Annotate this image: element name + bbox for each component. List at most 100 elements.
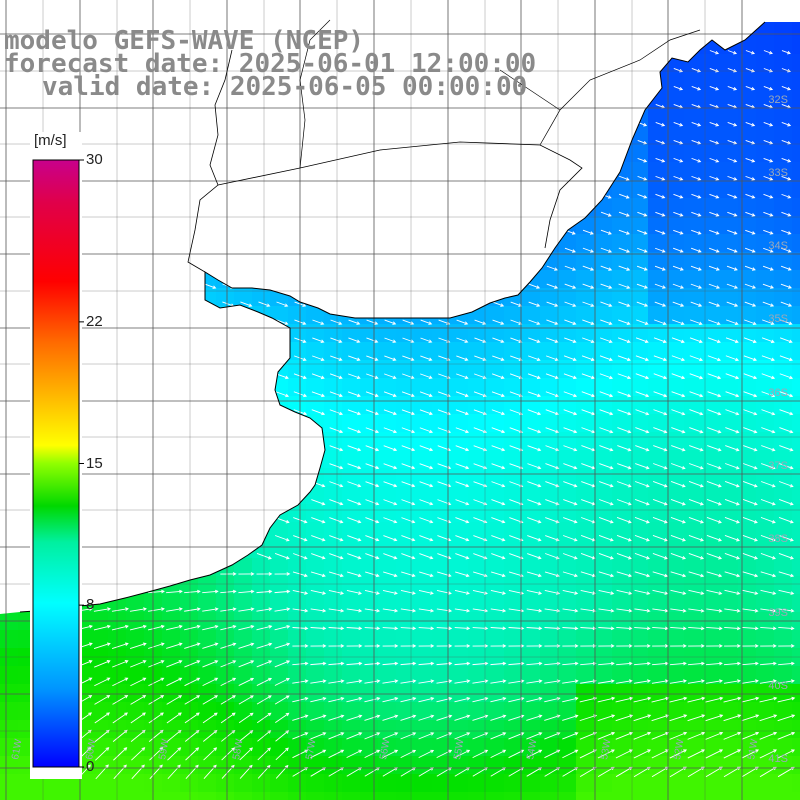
wind-arrow xyxy=(636,265,648,271)
wind-arrow xyxy=(726,265,738,271)
wind-arrow xyxy=(597,714,616,722)
wind-arrow xyxy=(166,660,183,668)
wind-arrow xyxy=(669,679,687,684)
wind-arrow xyxy=(526,749,543,759)
wind-arrow xyxy=(688,589,705,595)
wind-arrow xyxy=(490,714,507,721)
wind-arrow xyxy=(689,337,703,344)
wind-arrow xyxy=(706,608,723,613)
wind-arrow xyxy=(778,517,794,524)
wind-arrow xyxy=(401,463,416,470)
wind-arrow xyxy=(763,175,774,181)
wind-arrow xyxy=(706,499,722,506)
wind-arrow xyxy=(708,247,720,253)
wind-arrow xyxy=(691,211,702,217)
wind-arrow xyxy=(598,626,615,631)
wind-arrow xyxy=(691,157,702,163)
wind-arrow xyxy=(510,319,523,325)
wind-arrow xyxy=(744,265,756,271)
wind-arrow xyxy=(328,644,345,648)
wind-arrow xyxy=(383,409,397,416)
border-line xyxy=(539,29,701,146)
wind-arrow xyxy=(166,695,183,705)
wind-arrow xyxy=(725,355,740,362)
wind-arrow xyxy=(743,463,758,470)
wind-arrow xyxy=(580,679,597,684)
wind-arrow xyxy=(184,624,201,631)
wind-arrow xyxy=(759,766,777,778)
wind-arrow xyxy=(723,766,741,778)
wind-arrow xyxy=(131,764,145,780)
wind-arrow xyxy=(724,534,740,542)
wind-arrow xyxy=(400,749,417,759)
wind-arrow xyxy=(615,696,634,703)
wind-arrow xyxy=(564,319,577,325)
wind-arrow xyxy=(652,517,668,524)
wind-arrow xyxy=(111,607,129,612)
wind-arrow xyxy=(634,535,650,542)
wind-arrow xyxy=(311,535,326,542)
wind-arrow xyxy=(687,731,706,740)
wind-arrow xyxy=(562,714,579,721)
wind-arrow xyxy=(779,391,794,398)
wind-arrow xyxy=(779,409,794,416)
wind-arrow xyxy=(707,337,721,344)
wind-arrow xyxy=(725,409,740,416)
wind-arrow xyxy=(274,660,291,668)
wind-arrow xyxy=(202,712,218,724)
wind-arrow xyxy=(670,589,687,595)
wind-arrow xyxy=(401,517,416,524)
wind-arrow xyxy=(491,481,506,488)
wind-arrow xyxy=(437,571,452,578)
wind-arrow xyxy=(759,679,777,684)
wind-arrow xyxy=(655,193,666,199)
wind-arrow xyxy=(383,463,398,470)
wind-arrow xyxy=(759,714,778,722)
grid-labels: 32S 33S 34S 35S 36S 37S 38S 39S 40S 41S 61W 60W 59W 5… xyxy=(10,94,788,765)
wind-arrow xyxy=(598,535,614,542)
wind-arrow xyxy=(598,517,614,524)
wind-arrow xyxy=(637,175,648,181)
wind-arrow xyxy=(563,517,578,524)
wind-arrow xyxy=(617,445,632,452)
wind-arrow xyxy=(490,608,507,613)
wind-arrow xyxy=(131,747,146,761)
wind-arrow xyxy=(400,696,417,703)
wind-arrow xyxy=(564,265,577,271)
wind-arrow xyxy=(311,391,325,398)
wind-arrow xyxy=(491,409,506,416)
wind-arrow xyxy=(402,355,415,361)
wind-arrow xyxy=(724,552,740,560)
wind-arrow xyxy=(167,764,181,780)
wind-arrow xyxy=(400,732,417,740)
wind-arrow xyxy=(455,517,470,524)
wind-arrow xyxy=(618,229,630,235)
wind-arrow xyxy=(202,589,219,594)
wind-arrow xyxy=(633,679,651,684)
wind-arrow xyxy=(436,714,453,721)
wind-arrow xyxy=(760,499,776,506)
lat-label: 33S xyxy=(768,167,788,179)
wind-arrow xyxy=(328,608,345,613)
wind-arrow xyxy=(634,589,651,595)
wind-arrow xyxy=(599,499,614,506)
wind-arrow xyxy=(580,661,597,666)
wind-arrow xyxy=(706,589,723,595)
wind-arrow xyxy=(759,731,778,740)
wind-arrow xyxy=(454,749,471,759)
wind-arrow xyxy=(725,445,740,452)
wind-arrow xyxy=(383,517,398,524)
wind-arrow xyxy=(455,463,470,470)
wind-arrow xyxy=(600,229,612,235)
wind-arrow xyxy=(382,661,399,666)
wind-arrow xyxy=(491,553,506,560)
wind-arrow xyxy=(419,571,434,578)
wind-arrow xyxy=(455,553,470,560)
wind-arrow xyxy=(274,625,291,631)
wind-arrow xyxy=(778,535,794,542)
wind-arrow xyxy=(238,572,255,576)
wind-arrow xyxy=(419,427,434,434)
wind-arrow xyxy=(275,747,289,761)
wind-arrow xyxy=(634,644,651,648)
wind-arrow xyxy=(366,319,379,325)
